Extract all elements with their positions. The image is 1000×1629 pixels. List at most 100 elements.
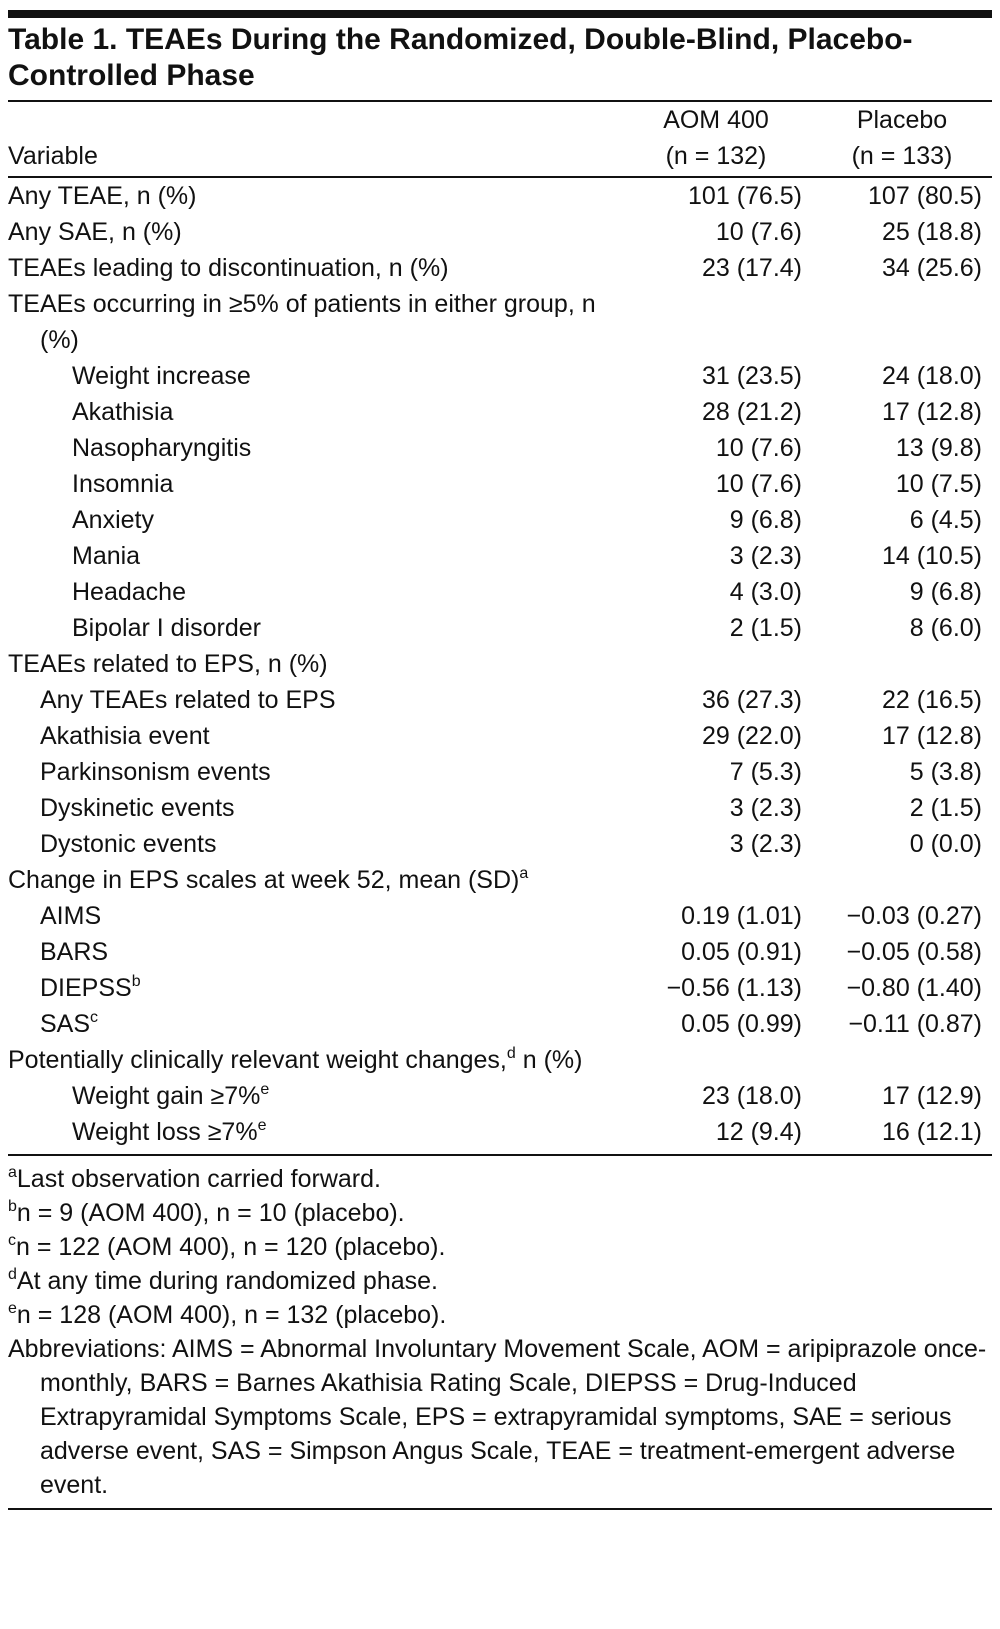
placebo-value: 22 (16.5) — [881, 686, 982, 714]
aom-value: 7 (5.3) — [729, 758, 802, 786]
placebo-value: 2 (1.5) — [909, 794, 982, 822]
aom-value: 23 (17.4) — [701, 254, 802, 282]
row-label: Weight loss ≥7%e — [8, 1114, 620, 1156]
footnote: en = 128 (AOM 400), n = 132 (placebo). — [8, 1298, 992, 1332]
column-header: Placebo — [856, 106, 948, 134]
label-text: Potentially clinically relevant weight c… — [8, 1046, 507, 1074]
table-row: Akathisia event 29 (22.0) 17 (12.8) — [8, 718, 992, 754]
row-label: Any TEAEs related to EPS — [8, 682, 620, 718]
row-label: Anxiety — [8, 502, 620, 538]
placebo-value — [812, 862, 992, 898]
label-text: TEAEs occurring in ≥5% of patients in ei… — [8, 290, 596, 354]
footnotes: aLast observation carried forward. bn = 9… — [8, 1156, 992, 1510]
label-text: AIMS — [40, 902, 102, 930]
aom-value: 28 (21.2) — [701, 398, 802, 426]
header-row: Variable (n = 132) (n = 133) — [8, 138, 992, 178]
label-text: Any SAE, n (%) — [8, 218, 182, 246]
aom-value: 23 (18.0) — [701, 1082, 802, 1110]
footnote: cn = 122 (AOM 400), n = 120 (placebo). — [8, 1230, 992, 1264]
table-row: Weight loss ≥7%e 12 (9.4) 16 (12.1) — [8, 1114, 992, 1156]
label-text: TEAEs related to EPS, n (%) — [8, 650, 328, 678]
row-label: Mania — [8, 538, 620, 574]
row-label: TEAEs occurring in ≥5% of patients in ei… — [8, 286, 620, 358]
label-text: BARS — [40, 938, 109, 966]
placebo-value: 17 (12.8) — [881, 722, 982, 750]
row-label: BARS — [8, 934, 620, 970]
row-label: Dyskinetic events — [8, 790, 620, 826]
table-row: TEAEs leading to discontinuation, n (%) 2… — [8, 250, 992, 286]
footnote-text: n = 122 (AOM 400), n = 120 (placebo). — [16, 1233, 446, 1261]
row-label: Weight increase — [8, 358, 620, 394]
aom-value: 36 (27.3) — [701, 686, 802, 714]
row-label: Insomnia — [8, 466, 620, 502]
row-label: Any TEAE, n (%) — [8, 177, 620, 214]
footnote-text: n = 128 (AOM 400), n = 132 (placebo). — [16, 1301, 447, 1329]
label-text: Any TEAE, n (%) — [8, 182, 197, 210]
label-text: Mania — [72, 542, 141, 570]
label-text: TEAEs leading to discontinuation, n (%) — [8, 254, 449, 282]
placebo-value — [812, 646, 992, 682]
label-text: Dystonic events — [40, 830, 217, 858]
footnote-mark: a — [8, 1164, 17, 1181]
footnote-mark: e — [260, 1081, 270, 1098]
table-header: AOM 400 Placebo Variable (n = 132) (n = … — [8, 102, 992, 178]
aom-value: 0.05 (0.99) — [681, 1010, 802, 1038]
table-row: Headache 4 (3.0) 9 (6.8) — [8, 574, 992, 610]
footnote-mark: d — [506, 1045, 516, 1062]
placebo-value: 34 (25.6) — [881, 254, 982, 282]
label-text: DIEPSS — [40, 974, 132, 1002]
table-row: Any TEAE, n (%) 101 (76.5) 107 (80.5) — [8, 177, 992, 214]
placebo-value: 17 (12.8) — [881, 398, 982, 426]
title-rule — [8, 100, 992, 102]
table-row: TEAEs related to EPS, n (%) — [8, 646, 992, 682]
aom-value: 4 (3.0) — [729, 578, 802, 606]
table-row: TEAEs occurring in ≥5% of patients in ei… — [8, 286, 992, 358]
row-label: Potentially clinically relevant weight c… — [8, 1042, 620, 1078]
footnote-mark: b — [131, 973, 141, 990]
row-label: TEAEs leading to discontinuation, n (%) — [8, 250, 620, 286]
aom-value: −0.56 (1.13) — [666, 974, 802, 1002]
placebo-value: −0.03 (0.27) — [846, 902, 982, 930]
footnote-mark: e — [257, 1117, 267, 1134]
header-row: AOM 400 Placebo — [8, 102, 992, 138]
label-text: Weight increase — [72, 362, 251, 390]
label-text: SAS — [40, 1010, 91, 1038]
label-text: Bipolar I disorder — [72, 614, 261, 642]
table-row: Parkinsonism events 7 (5.3) 5 (3.8) — [8, 754, 992, 790]
table-title: Table 1. TEAEs During the Randomized, Do… — [8, 23, 913, 92]
label-text: Anxiety — [72, 506, 154, 534]
aom-value — [620, 646, 812, 682]
placebo-value: −0.80 (1.40) — [846, 974, 982, 1002]
row-label: Headache — [8, 574, 620, 610]
placebo-value: 14 (10.5) — [881, 542, 982, 570]
aom-value: 31 (23.5) — [701, 362, 802, 390]
row-label: Akathisia event — [8, 718, 620, 754]
row-label: Any SAE, n (%) — [8, 214, 620, 250]
table-row: Potentially clinically relevant weight c… — [8, 1042, 992, 1078]
header-cell — [8, 102, 620, 138]
data-table: AOM 400 Placebo Variable (n = 132) (n = … — [8, 102, 992, 1156]
table-container: Table 1. TEAEs During the Randomized, Do… — [8, 10, 992, 1510]
row-label: Change in EPS scales at week 52, mean (S… — [8, 862, 620, 898]
label-text: Headache — [72, 578, 186, 606]
column-header: AOM 400 — [663, 106, 769, 134]
row-label: Weight gain ≥7%e — [8, 1078, 620, 1114]
label-text: Any TEAEs related to EPS — [40, 686, 336, 714]
placebo-value: 9 (6.8) — [909, 578, 982, 606]
column-header: Variable — [8, 138, 620, 178]
aom-value: 3 (2.3) — [729, 794, 802, 822]
footnote-text: At any time during randomized phase. — [16, 1267, 438, 1295]
placebo-value: 13 (9.8) — [895, 434, 982, 462]
aom-value: 0.05 (0.91) — [681, 938, 802, 966]
row-label: DIEPSSb — [8, 970, 620, 1006]
placebo-value — [812, 1042, 992, 1078]
footnote: dAt any time during randomized phase. — [8, 1264, 992, 1298]
aom-value — [620, 286, 812, 358]
table-row: Akathisia 28 (21.2) 17 (12.8) — [8, 394, 992, 430]
aom-value: 0.19 (1.01) — [681, 902, 802, 930]
placebo-value: 17 (12.9) — [881, 1082, 982, 1110]
row-label: AIMS — [8, 898, 620, 934]
placebo-value: 10 (7.5) — [895, 470, 982, 498]
aom-value: 3 (2.3) — [729, 542, 802, 570]
table-row: Mania 3 (2.3) 14 (10.5) — [8, 538, 992, 574]
